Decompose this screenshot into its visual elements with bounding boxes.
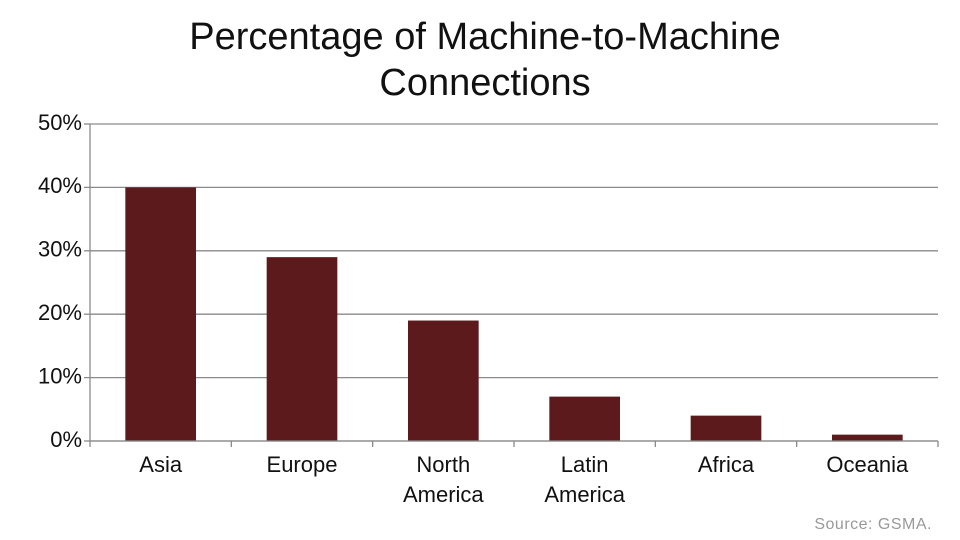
x-tick-label: Oceania <box>826 452 909 477</box>
bar <box>408 320 479 441</box>
y-tick-label: 40% <box>38 173 82 198</box>
y-tick-label: 10% <box>38 363 82 388</box>
chart-title: Percentage of Machine-to-Machine Connect… <box>189 16 781 104</box>
x-tick-label: Latin America <box>544 452 625 507</box>
x-tick-label: Europe <box>266 452 338 477</box>
source-note: Source: GSMA. <box>814 516 932 533</box>
bar <box>690 415 762 441</box>
x-tick-label: Africa <box>697 452 755 477</box>
y-tick-label: 0% <box>50 427 82 452</box>
bar <box>266 257 338 441</box>
bar <box>832 434 903 441</box>
bar <box>549 396 620 441</box>
x-tick-label: North America <box>402 452 484 507</box>
y-tick-label: 50% <box>38 110 82 135</box>
bar <box>125 187 196 441</box>
y-tick-label: 30% <box>38 237 82 262</box>
x-tick-label: Asia <box>139 452 183 477</box>
y-tick-label: 20% <box>38 300 82 325</box>
